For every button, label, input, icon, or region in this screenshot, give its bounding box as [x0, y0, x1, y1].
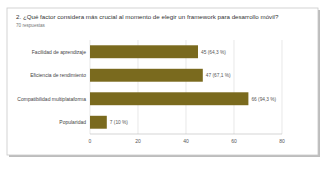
tick-label: 40 [183, 138, 189, 144]
tick-label: 0 [89, 138, 92, 144]
bar [90, 69, 203, 82]
data-label: 47 (67,1 %) [206, 73, 231, 78]
tick-label: 80 [279, 138, 285, 144]
bar [90, 116, 107, 129]
bar [90, 45, 198, 58]
grid-line [282, 40, 283, 134]
chart: 2. ¿Qué factor considera más crucial al … [0, 0, 331, 169]
bars [90, 45, 248, 128]
category-label: Facilidad de aprendizaje [32, 49, 86, 55]
data-label: 7 (10 %) [110, 120, 129, 125]
frame [7, 8, 318, 155]
tick-label: 20 [135, 138, 141, 144]
data-label: 45 (64,3 %) [201, 50, 226, 55]
grid-line [234, 40, 235, 134]
category-label: Eficiencia de rendimiento [30, 72, 86, 78]
x-axis [90, 134, 282, 135]
category-label: Popularidad [59, 119, 86, 125]
subtitle: 70 respuestas [16, 23, 46, 28]
category-label: Compatibilidad multiplataforma [17, 96, 86, 102]
title: 2. ¿Qué factor considera más crucial al … [16, 13, 279, 20]
bar [90, 92, 248, 105]
data-label: 66 (94,3 %) [251, 97, 276, 102]
tick-label: 60 [231, 138, 237, 144]
